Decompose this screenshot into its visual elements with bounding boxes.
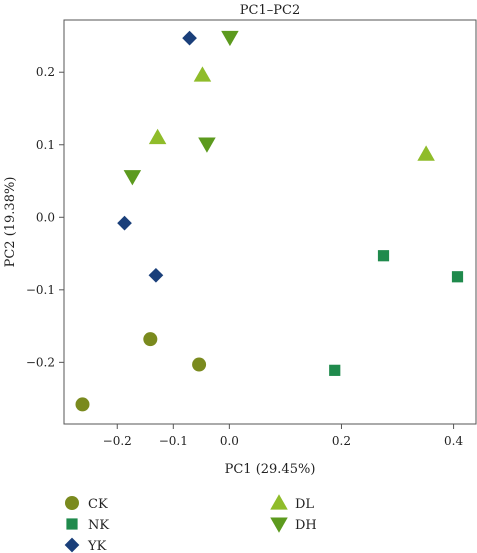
y-tick-label: −0.2 [26, 355, 55, 369]
point-yk [117, 215, 132, 231]
point-ck [75, 397, 90, 412]
legend-marker-ck [65, 496, 79, 510]
plot-frame [63, 19, 477, 425]
point-yk [148, 267, 164, 283]
point-ck [143, 332, 158, 347]
legend-label-nk: NK [88, 518, 109, 533]
x-tick-label: 0.4 [444, 434, 463, 448]
x-tick-label: −0.2 [103, 434, 132, 448]
y-axis-title: PC2 (19.38%) [3, 177, 18, 268]
y-axis-ticks: 0.2 0.1 0.0 −0.1 −0.2 [26, 65, 64, 369]
point-ck [192, 357, 207, 372]
point-dl [417, 145, 435, 161]
x-tick-label: −0.1 [159, 434, 188, 448]
legend-marker-nk [66, 518, 78, 530]
point-dh [198, 137, 216, 153]
legend-marker-dh [270, 517, 288, 533]
chart-title: PC1–PC2 [240, 3, 300, 18]
y-tick-label: −0.1 [26, 283, 55, 297]
y-tick-label: 0.2 [36, 65, 55, 79]
x-axis-ticks: −0.2 −0.1 0.0 0.2 0.4 [103, 424, 463, 448]
y-tick-label: 0.1 [36, 138, 55, 152]
point-dl [148, 128, 167, 145]
x-axis-title: PC1 (29.45%) [225, 462, 316, 477]
point-nk [377, 250, 390, 262]
point-dh [123, 170, 142, 186]
point-dh [221, 30, 239, 47]
point-nk [329, 364, 341, 376]
point-yk [182, 30, 197, 46]
x-tick-label: 0.2 [332, 434, 351, 448]
data-points [75, 30, 464, 412]
y-tick-label: 0.0 [36, 210, 55, 224]
legend-label-yk: YK [87, 539, 107, 553]
legend-marker-dl [270, 494, 288, 510]
point-dl [193, 66, 212, 82]
legend-marker-yk [64, 537, 80, 553]
legend: CK NK YK DL DH [64, 494, 317, 553]
point-nk [451, 271, 464, 283]
legend-label-dl: DL [295, 497, 314, 512]
legend-label-dh: DH [295, 518, 317, 533]
x-tick-label: 0.0 [220, 434, 239, 448]
legend-label-ck: CK [88, 497, 108, 512]
